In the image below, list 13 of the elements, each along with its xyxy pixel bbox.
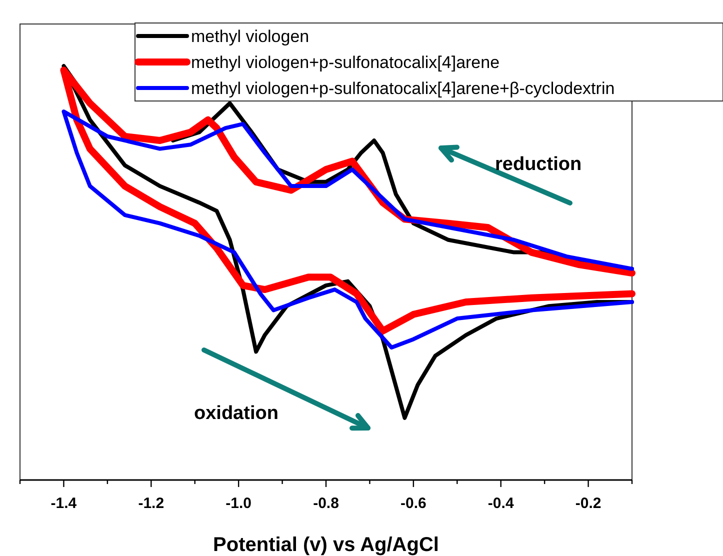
x-tick-label: -0.4 [488,495,514,512]
x-tick-label: -0.8 [313,495,339,512]
x-axis-title: Potential (v) vs Ag/AgCl [213,534,439,556]
legend-label: methyl viologen [191,27,310,46]
legend-label: methyl viologen+p-sulfonatocalix[4]arene+β-cyclodextrin [191,79,615,98]
x-tick-label: -1.4 [50,495,78,512]
annotation: oxidation [194,403,278,424]
x-tick-label: -1.2 [138,495,164,512]
legend-label: methyl viologen+p-sulfonatocalix[4]arene [191,53,500,72]
x-tick-label: -0.6 [400,495,426,512]
annotation: reduction [495,154,582,175]
x-tick-label: -0.2 [575,495,602,512]
x-tick-label: -1.0 [226,495,252,512]
